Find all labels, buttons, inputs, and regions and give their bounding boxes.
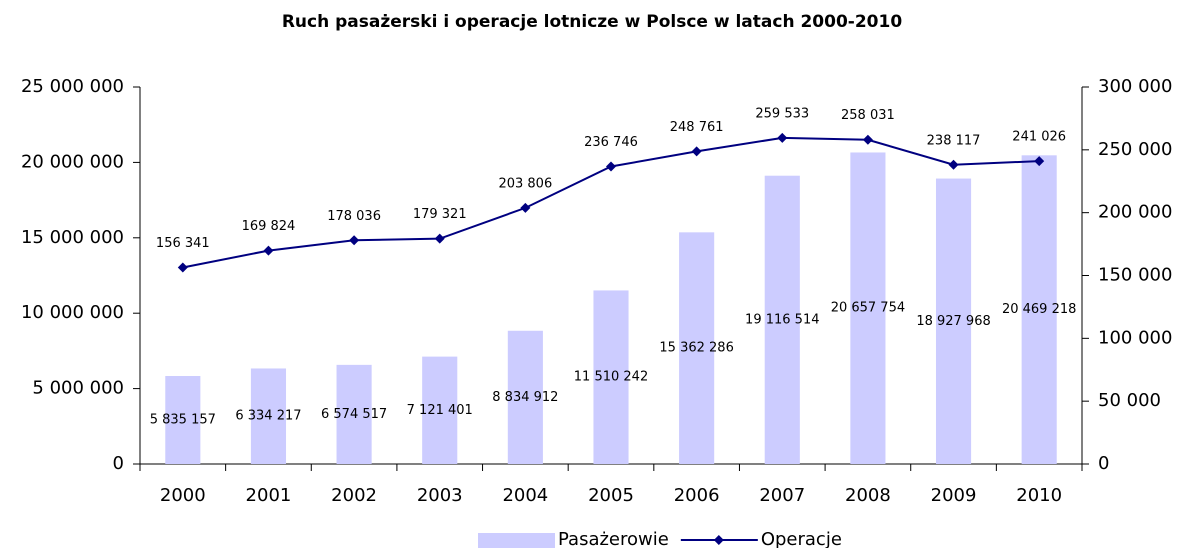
- x-tick-label: 2004: [502, 485, 548, 506]
- value-label: 6 574 517: [321, 407, 387, 422]
- legend-label: Pasażerowie: [558, 529, 669, 548]
- marker: [520, 202, 531, 213]
- value-label: 248 761: [670, 120, 724, 135]
- y2-tick-label: 0: [1098, 453, 1109, 474]
- bar: [764, 175, 800, 464]
- y-tick-label: 5 000 000: [32, 378, 124, 399]
- bar: [850, 152, 886, 464]
- value-label: 5 835 157: [150, 413, 216, 428]
- y2-tick-label: 300 000: [1098, 76, 1172, 97]
- value-label: 178 036: [327, 209, 381, 224]
- chart-title: Ruch pasażerski i operacje lotnicze w Po…: [282, 12, 903, 32]
- value-label: 20 469 218: [1002, 302, 1076, 317]
- x-tick-label: 2007: [759, 485, 805, 506]
- bar: [422, 356, 458, 464]
- marker: [606, 161, 616, 172]
- legend-marker: [713, 535, 724, 545]
- value-label: 179 321: [413, 207, 467, 222]
- y2-tick-label: 150 000: [1098, 265, 1172, 286]
- value-label: 20 657 754: [831, 301, 905, 316]
- legend-swatch: [478, 533, 555, 548]
- marker: [862, 134, 873, 145]
- x-tick-label: 2003: [417, 485, 463, 506]
- marker: [349, 235, 360, 246]
- marker: [948, 159, 959, 170]
- x-tick-label: 2009: [931, 485, 977, 506]
- value-label: 259 533: [755, 106, 809, 121]
- value-label: 241 026: [1012, 130, 1066, 145]
- y2-tick-label: 200 000: [1098, 202, 1172, 223]
- marker: [1034, 156, 1045, 167]
- value-label: 156 341: [156, 236, 210, 251]
- bar: [165, 376, 201, 464]
- bar: [336, 364, 372, 464]
- value-label: 236 746: [584, 135, 638, 150]
- value-label: 6 334 217: [235, 409, 301, 424]
- value-label: 7 121 401: [407, 403, 473, 418]
- value-label: 18 927 968: [916, 314, 990, 329]
- x-tick-label: 2002: [331, 485, 377, 506]
- bar: [593, 290, 629, 464]
- y-tick-label: 0: [113, 453, 124, 474]
- value-label: 258 031: [841, 108, 895, 123]
- x-tick-label: 2005: [588, 485, 634, 506]
- legend-label: Operacje: [761, 529, 842, 548]
- x-tick-label: 2001: [246, 485, 292, 506]
- bar: [507, 330, 543, 464]
- y-tick-label: 15 000 000: [21, 227, 124, 248]
- marker: [177, 262, 188, 273]
- value-label: 15 362 286: [659, 341, 733, 356]
- marker: [434, 233, 445, 244]
- bar: [1021, 155, 1057, 464]
- value-label: 203 806: [498, 176, 552, 191]
- marker: [777, 132, 788, 143]
- bar: [250, 368, 287, 464]
- y-tick-label: 10 000 000: [21, 302, 124, 323]
- value-label: 8 834 912: [492, 390, 558, 405]
- value-label: 169 824: [242, 219, 296, 234]
- marker: [691, 146, 702, 157]
- value-label: 19 116 514: [745, 312, 819, 327]
- bar: [935, 178, 972, 465]
- value-label: 11 510 242: [574, 370, 648, 385]
- value-label: 238 117: [927, 133, 981, 148]
- y2-tick-label: 50 000: [1098, 390, 1161, 411]
- y2-tick-label: 100 000: [1098, 327, 1172, 348]
- x-tick-label: 2000: [160, 485, 206, 506]
- bar: [679, 232, 715, 464]
- y-tick-label: 25 000 000: [21, 76, 124, 97]
- line: [182, 136, 1040, 269]
- x-tick-label: 2008: [845, 485, 891, 506]
- y2-tick-label: 250 000: [1098, 139, 1172, 160]
- y-tick-label: 20 000 000: [21, 151, 124, 172]
- x-tick-label: 2006: [674, 485, 720, 506]
- x-tick-label: 2010: [1016, 485, 1062, 506]
- marker: [263, 245, 274, 256]
